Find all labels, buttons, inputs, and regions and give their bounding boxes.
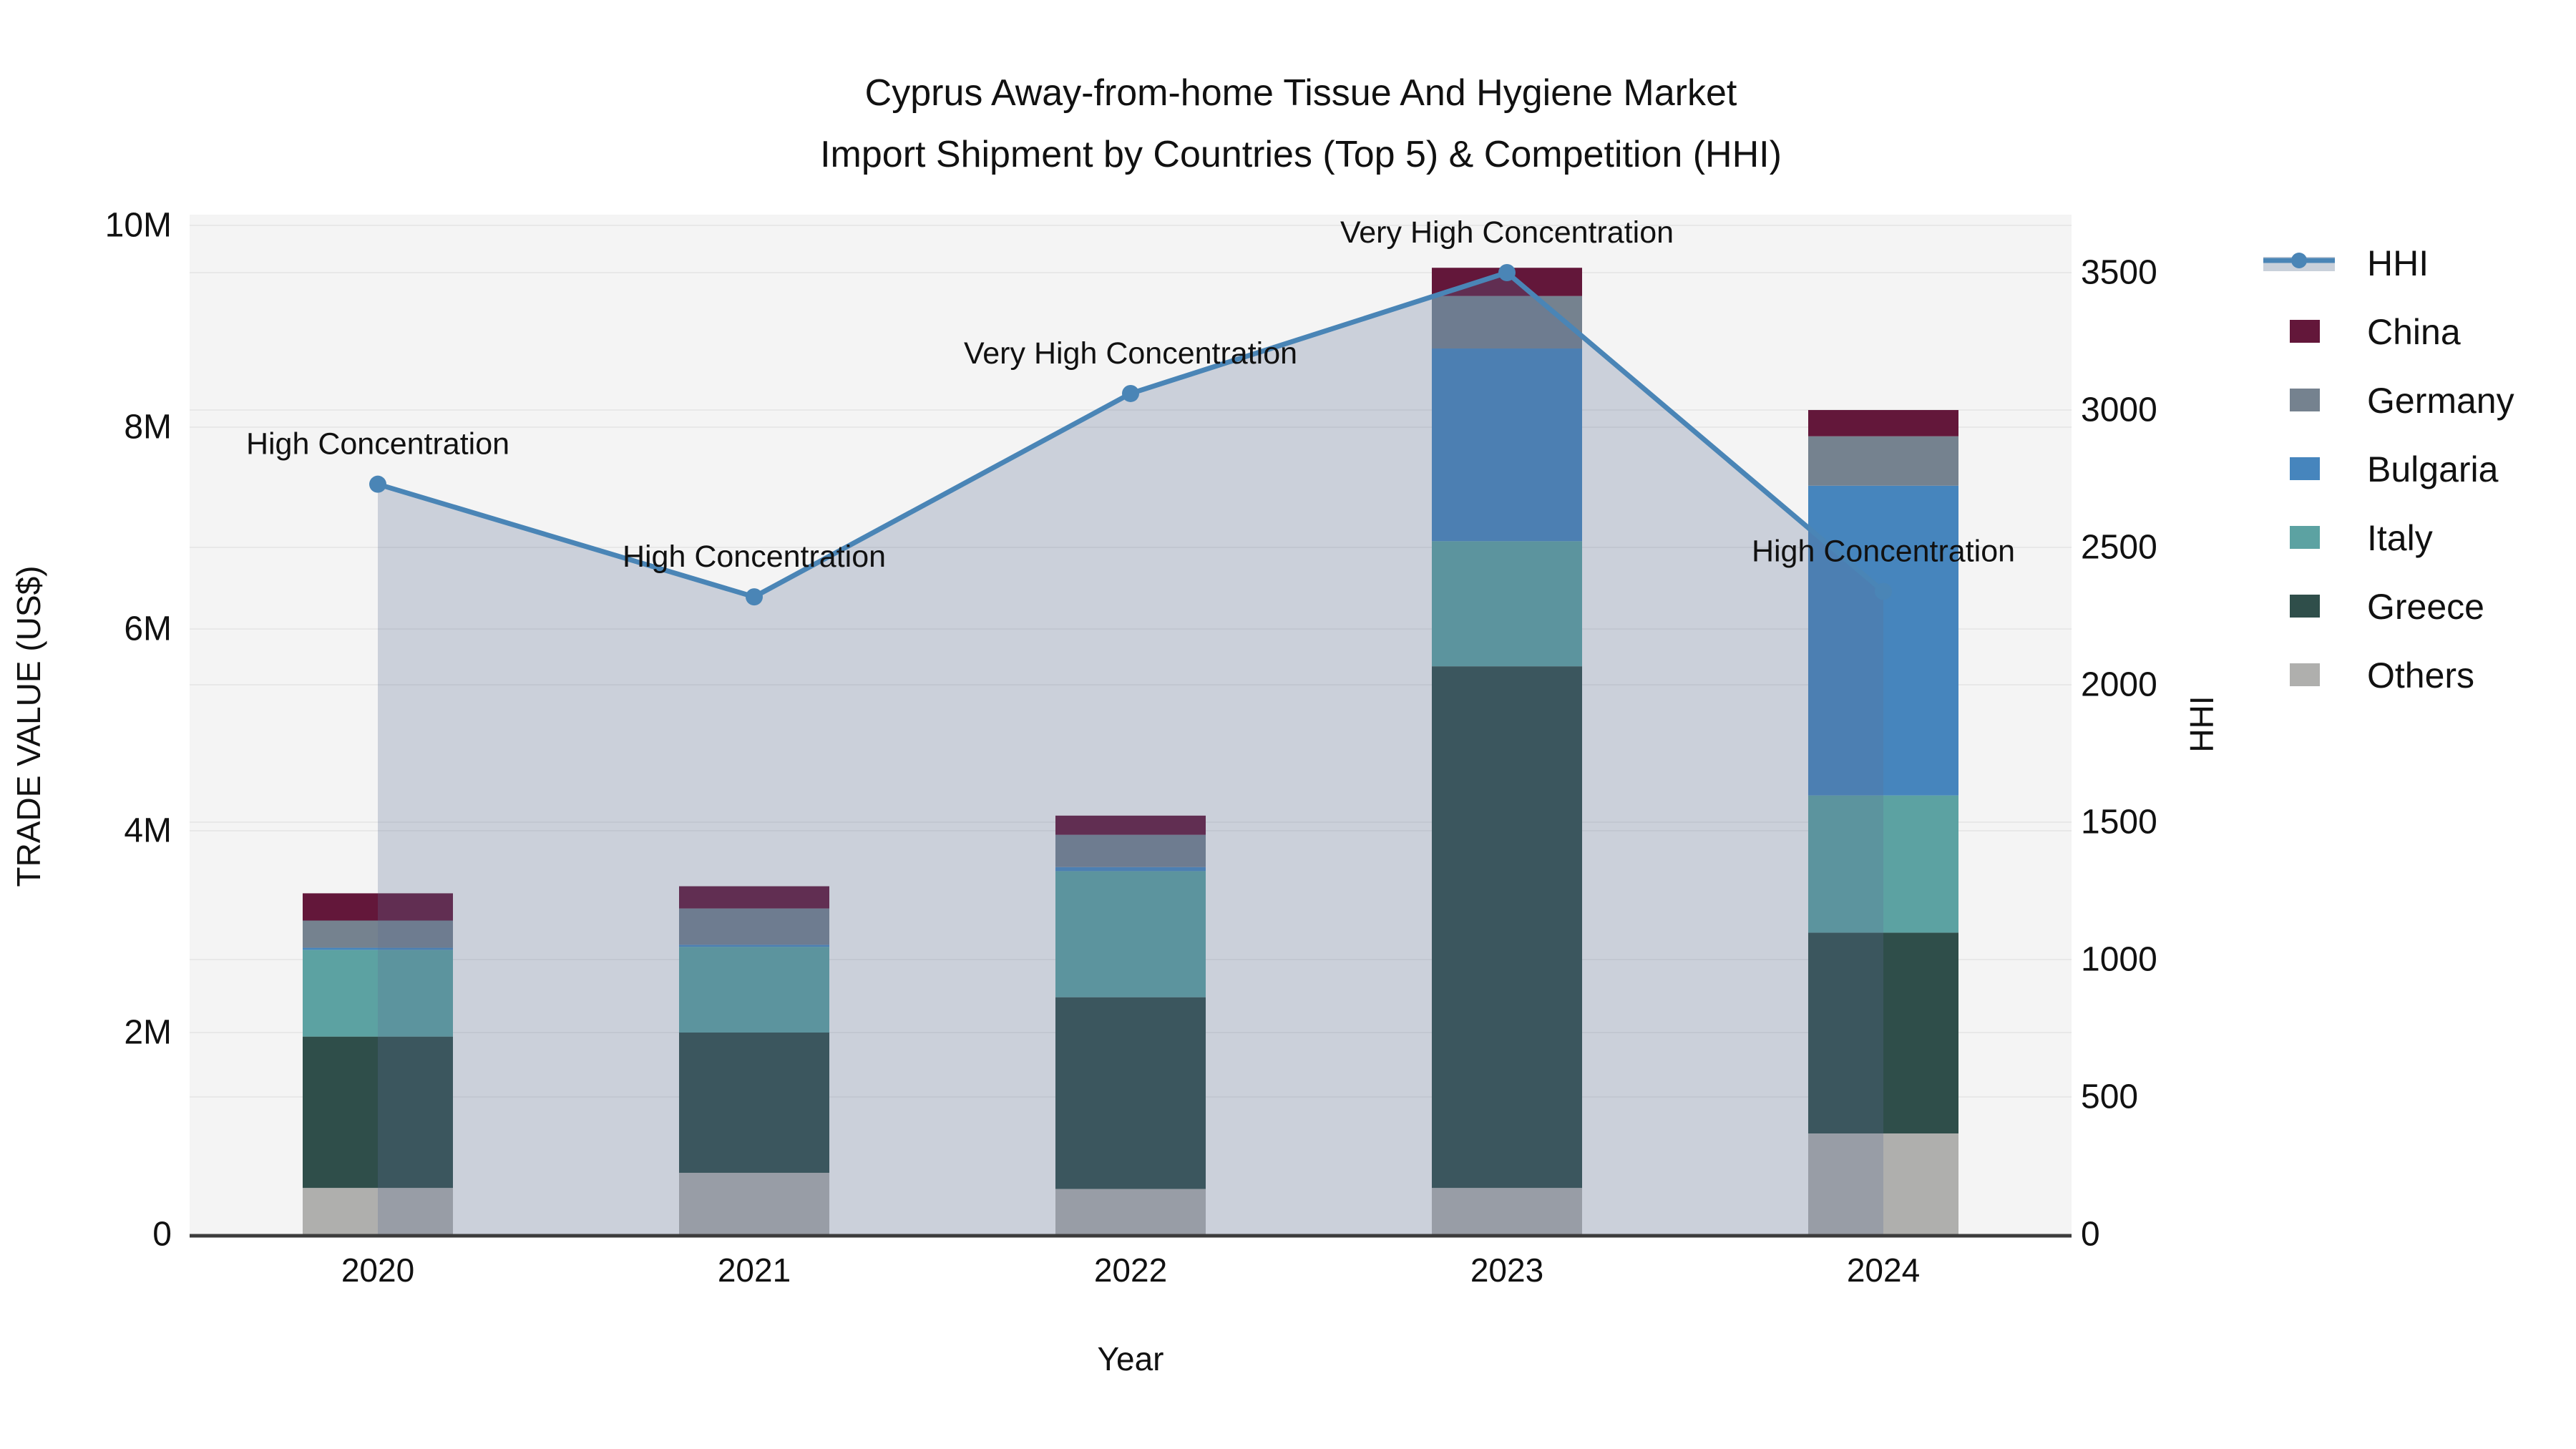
hhi-marker-2024 — [1875, 582, 1892, 600]
right-axis-tick-1500: 1500 — [2081, 804, 2157, 841]
legend-label-greece: Greece — [2367, 587, 2484, 627]
right-axis-tick-0: 0 — [2081, 1216, 2100, 1254]
legend-swatch-italy — [2290, 526, 2320, 549]
right-axis-tick-2500: 2500 — [2081, 529, 2157, 567]
bar-segment-china-2022 — [1055, 815, 1206, 835]
legend-label-germany: Germany — [2367, 381, 2514, 421]
legend-label-bulgaria: Bulgaria — [2367, 449, 2499, 489]
bar-segment-others-2023 — [1432, 1188, 1582, 1234]
hhi-marker-2022 — [1122, 384, 1139, 402]
x-axis-tick-2021: 2021 — [718, 1252, 791, 1289]
bar-segment-others-2022 — [1055, 1189, 1206, 1234]
bar-segment-bulgaria-2020 — [303, 947, 453, 950]
hhi-marker-2020 — [369, 475, 386, 493]
hhi-marker-2023 — [1498, 264, 1516, 281]
right-axis-tick-1000: 1000 — [2081, 941, 2157, 979]
right-axis-tick-2000: 2000 — [2081, 666, 2157, 704]
bar-segment-germany-2020 — [303, 920, 453, 948]
legend-hhi-marker-icon — [2291, 253, 2307, 268]
bar-segment-others-2024 — [1808, 1133, 1958, 1234]
x-axis-tick-2020: 2020 — [341, 1252, 414, 1289]
bar-segment-bulgaria-2021 — [679, 945, 829, 947]
legend-swatch-others — [2290, 663, 2320, 686]
bar-segment-greece-2021 — [679, 1033, 829, 1173]
bar-segment-germany-2023 — [1432, 296, 1582, 349]
left-axis-tick-4M: 4M — [124, 812, 172, 850]
bar-segment-italy-2024 — [1808, 795, 1958, 933]
chart-title-line1: Cyprus Away-from-home Tissue And Hygiene… — [864, 72, 1737, 114]
x-axis-tick-2022: 2022 — [1094, 1252, 1167, 1289]
bar-segment-china-2021 — [679, 886, 829, 909]
bar-segment-germany-2021 — [679, 908, 829, 945]
bar-segment-china-2024 — [1808, 410, 1958, 436]
hhi-annotation-2024: High Concentration — [1752, 534, 2015, 568]
x-axis-tick-2023: 2023 — [1470, 1252, 1543, 1289]
legend-label-hhi: HHI — [2367, 243, 2429, 283]
hhi-annotation-2023: Very High Concentration — [1340, 215, 1674, 250]
bar-segment-bulgaria-2023 — [1432, 348, 1582, 542]
bar-segment-italy-2022 — [1055, 871, 1206, 997]
bar-segment-italy-2023 — [1432, 541, 1582, 667]
left-axis-tick-0: 0 — [152, 1216, 172, 1254]
left-axis-tick-8M: 8M — [124, 409, 172, 447]
bar-segment-germany-2022 — [1055, 834, 1206, 867]
legend-swatch-bulgaria — [2290, 457, 2320, 480]
bar-segment-greece-2023 — [1432, 666, 1582, 1189]
right-axis-title: HHI — [2183, 696, 2220, 753]
bar-segment-others-2021 — [679, 1172, 829, 1234]
bar-segment-greece-2024 — [1808, 932, 1958, 1133]
bar-segment-germany-2024 — [1808, 436, 1958, 486]
bar-segment-bulgaria-2022 — [1055, 867, 1206, 872]
left-axis-tick-2M: 2M — [124, 1014, 172, 1052]
legend-label-others: Others — [2367, 655, 2474, 696]
bar-segment-bulgaria-2024 — [1808, 485, 1958, 796]
legend-swatch-germany — [2290, 389, 2320, 411]
chart-title-line2: Import Shipment by Countries (Top 5) & C… — [820, 134, 1782, 175]
legend-label-china: China — [2367, 312, 2461, 352]
left-axis-tick-10M: 10M — [105, 207, 172, 245]
bar-segment-china-2020 — [303, 893, 453, 921]
legend-swatch-china — [2290, 320, 2320, 343]
bar-segment-greece-2022 — [1055, 997, 1206, 1189]
right-axis-tick-3500: 3500 — [2081, 254, 2157, 292]
bar-segment-greece-2020 — [303, 1036, 453, 1189]
right-axis-tick-500: 500 — [2081, 1078, 2138, 1116]
hhi-annotation-2020: High Concentration — [246, 427, 509, 462]
hhi-annotation-2022: Very High Concentration — [964, 336, 1297, 371]
legend-swatch-greece — [2290, 595, 2320, 618]
x-axis-tick-2024: 2024 — [1847, 1252, 1920, 1289]
bar-segment-italy-2021 — [679, 947, 829, 1033]
bar-segment-italy-2020 — [303, 950, 453, 1037]
bar-segment-others-2020 — [303, 1188, 453, 1234]
left-axis-title: TRADE VALUE (US$) — [10, 565, 47, 887]
x-axis-title: Year — [1097, 1340, 1164, 1377]
legend-label-italy: Italy — [2367, 518, 2433, 558]
left-axis-tick-6M: 6M — [124, 610, 172, 648]
hhi-marker-2021 — [746, 588, 763, 606]
hhi-annotation-2021: High Concentration — [623, 540, 886, 574]
hhi-area — [378, 273, 1883, 1234]
right-axis-tick-3000: 3000 — [2081, 391, 2157, 429]
